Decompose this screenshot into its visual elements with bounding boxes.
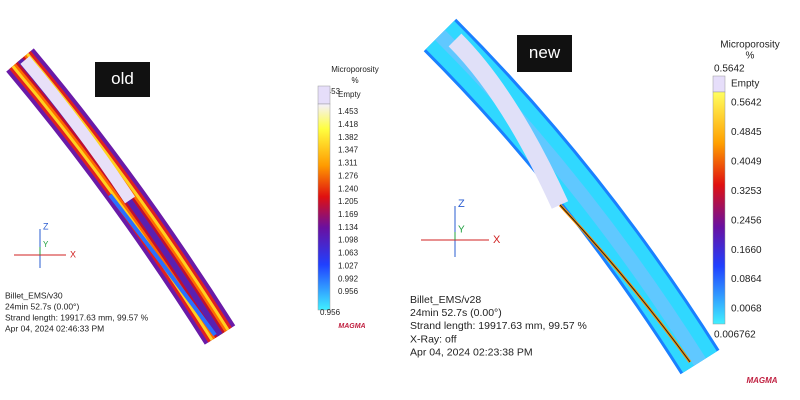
axis-y-label: Y	[43, 240, 49, 249]
legend-tick: 1.027	[338, 261, 359, 270]
overlay: oldMicroporosity%1.453Empty1.4531.4181.3…	[5, 35, 780, 385]
axis-y-label: Y	[458, 225, 465, 236]
label-box	[95, 62, 150, 97]
panel-label: new	[529, 43, 561, 62]
strand-old	[6, 48, 236, 345]
empty-swatch	[712, 75, 726, 93]
logo: MAGMA	[338, 323, 365, 330]
legend-tick: 1.276	[338, 171, 359, 180]
legend-tick: 0.2456	[731, 215, 762, 226]
legend-tick: 1.311	[338, 159, 358, 168]
empty-swatch	[317, 85, 331, 105]
legend-tick: 1.205	[338, 197, 359, 206]
info-line: 24min 52.7s (0.00°)	[410, 307, 502, 319]
color-bar	[712, 91, 726, 325]
legend-top: 0.5642	[714, 64, 745, 75]
info-line: Apr 04, 2024 02:23:38 PM	[410, 347, 533, 359]
legend-tick: 1.347	[338, 146, 359, 155]
legend-tick: 0.4049	[731, 156, 762, 167]
info-line: X-Ray: off	[410, 333, 457, 345]
panel-label: old	[111, 69, 134, 88]
legend-tick: 1.418	[338, 120, 359, 129]
info-line: Strand length: 19917.63 mm, 99.57 %	[410, 320, 587, 332]
legend-tick: 0.0864	[731, 274, 762, 285]
legend-tick: 1.098	[338, 236, 359, 245]
legend-tick: 0.992	[338, 274, 359, 283]
legend-bottom: 0.006762	[714, 330, 756, 341]
axis-z-label: Z	[458, 198, 465, 210]
legend-top: 1.453	[320, 87, 341, 96]
info-line: Billet_EMS/v30	[5, 290, 63, 300]
legend-tick: 1.453	[338, 107, 359, 116]
label-box	[517, 35, 572, 72]
strand-new	[423, 18, 720, 375]
empty-label: Empty	[338, 90, 361, 99]
legend-unit: %	[746, 51, 755, 62]
info-line: 24min 52.7s (0.00°)	[5, 301, 79, 311]
legend-title: Microporosity	[331, 65, 379, 74]
legend-tick: 1.063	[338, 249, 359, 258]
empty-label: Empty	[731, 79, 759, 90]
legend-title: Microporosity	[720, 40, 779, 51]
legend-tick: 1.382	[338, 133, 359, 142]
legend-unit: %	[351, 76, 358, 85]
axis-x-label: X	[70, 249, 76, 259]
legend-tick: 0.4845	[731, 127, 762, 138]
legend-tick: 0.0068	[731, 304, 762, 315]
legend-tick: 1.240	[338, 184, 359, 193]
legend-tick: 0.956	[338, 287, 359, 296]
legend-tick: 0.5642	[731, 98, 762, 109]
color-bar	[317, 103, 331, 311]
axis-x-label: X	[493, 234, 501, 246]
legend-tick: 1.134	[338, 223, 359, 232]
info-line: Apr 04, 2024 02:46:33 PM	[5, 323, 104, 333]
legend-tick: 0.3253	[731, 186, 762, 197]
legend-bottom: 0.956	[320, 308, 341, 317]
legend-tick: 0.1660	[731, 245, 762, 256]
axis-z-label: Z	[43, 221, 49, 231]
logo: MAGMA	[746, 376, 777, 385]
info-line: Billet_EMS/v28	[410, 294, 481, 306]
info-line: Strand length: 19917.63 mm, 99.57 %	[5, 312, 149, 322]
legend-tick: 1.169	[338, 210, 359, 219]
